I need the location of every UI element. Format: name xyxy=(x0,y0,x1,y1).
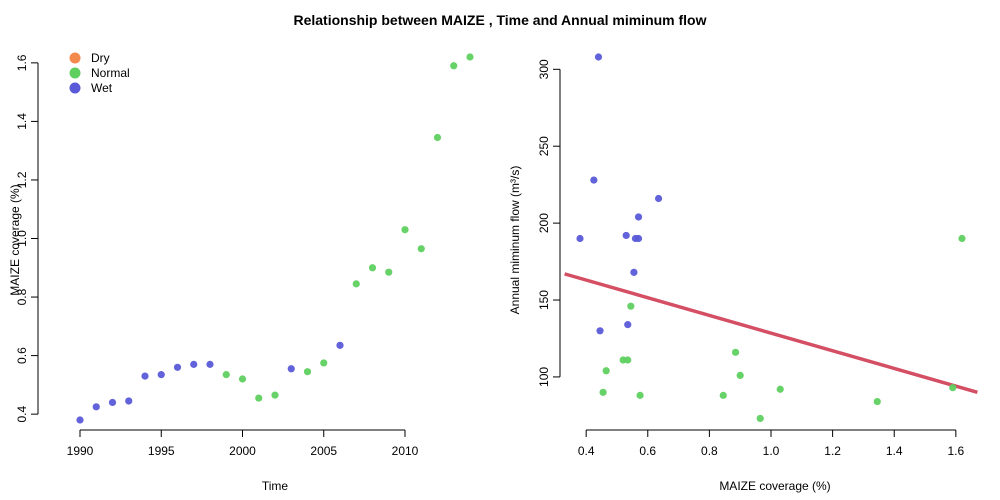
data-point-wet xyxy=(190,360,198,368)
data-point-normal xyxy=(368,264,377,272)
y-tick-label: 0.4 xyxy=(15,405,29,422)
legend-marker-dry xyxy=(69,52,81,64)
data-point-normal xyxy=(271,391,279,399)
data-point-wet xyxy=(654,194,663,203)
x-tick-label: 1995 xyxy=(148,444,175,458)
x-tick-label: 1.6 xyxy=(947,444,964,458)
x-tick-label: 1.0 xyxy=(763,444,780,458)
legend-label: Dry xyxy=(91,51,110,65)
x-tick-label: 0.8 xyxy=(701,444,718,458)
legend-marker-normal xyxy=(69,67,81,79)
y-tick-label: 1.0 xyxy=(15,230,29,247)
data-point-normal xyxy=(238,375,247,383)
data-point-normal xyxy=(303,368,312,376)
data-point-normal xyxy=(222,371,230,379)
data-point-wet xyxy=(590,176,598,184)
data-point-wet xyxy=(634,213,643,221)
data-point-normal xyxy=(255,394,263,402)
y-tick-label: 150 xyxy=(537,290,551,310)
data-point-normal xyxy=(636,391,644,399)
maize-vs-flow-panel: 0.4 0.6 0.8 1.0 1.2 1.4 1.6 100 150 200 250 300 MAIZ… xyxy=(508,53,978,493)
data-point-wet xyxy=(125,397,133,405)
legend-label: Wet xyxy=(91,81,113,95)
data-point-normal xyxy=(433,133,442,142)
x-tick-label: 2000 xyxy=(229,444,256,458)
y-tick-label: 100 xyxy=(537,367,551,387)
data-point-wet xyxy=(634,234,643,243)
data-point-normal xyxy=(320,359,328,367)
data-point-wet xyxy=(287,365,295,373)
legend-label: Normal xyxy=(91,66,130,80)
data-point-normal xyxy=(627,302,635,310)
data-point-wet xyxy=(173,363,182,371)
y-tick-label: 1.6 xyxy=(15,54,29,71)
y-tick-label: 0.8 xyxy=(15,288,29,305)
y-tick-label: 1.4 xyxy=(15,113,29,130)
data-point-normal xyxy=(385,268,393,276)
data-point-normal xyxy=(776,385,784,393)
x-tick-label: 1.2 xyxy=(824,444,841,458)
data-point-normal xyxy=(352,280,360,288)
data-point-normal xyxy=(602,367,610,375)
data-point-wet xyxy=(624,321,632,329)
data-point-wet xyxy=(622,231,630,240)
data-point-wet xyxy=(630,268,638,276)
data-point-wet xyxy=(92,403,100,411)
data-point-wet xyxy=(76,416,84,424)
x-tick-label: 0.4 xyxy=(578,444,595,458)
data-point-wet xyxy=(336,341,344,349)
data-point-wet xyxy=(594,53,603,61)
data-point-normal xyxy=(736,371,744,379)
data-point-normal xyxy=(958,234,966,243)
data-point-normal xyxy=(401,226,409,234)
y-tick-label: 200 xyxy=(537,213,551,233)
data-point-normal xyxy=(450,62,458,70)
data-point-normal xyxy=(417,245,425,253)
y-tick-label: 250 xyxy=(537,136,551,156)
x-axis-label: MAIZE coverage (%) xyxy=(719,479,830,493)
data-point-normal xyxy=(624,356,632,364)
data-point-normal xyxy=(756,414,764,423)
y-tick-label: 1.2 xyxy=(15,171,29,188)
y-axis-label: Annual miminum flow (m³/s) xyxy=(508,166,522,315)
data-point-normal xyxy=(731,348,740,356)
data-point-normal xyxy=(599,388,607,396)
x-tick-label: 0.6 xyxy=(639,444,656,458)
legend-marker-wet xyxy=(69,82,81,94)
trend-line xyxy=(564,272,978,394)
x-tick-label: 1.4 xyxy=(886,444,903,458)
y-axis-label: MAIZE coverage (%) xyxy=(8,184,22,295)
data-point-wet xyxy=(576,234,584,243)
x-axis-label: Time xyxy=(262,479,289,493)
y-tick-label: 300 xyxy=(537,59,551,79)
data-point-normal xyxy=(466,53,474,61)
data-point-normal xyxy=(873,397,881,406)
x-tick-label: 1990 xyxy=(67,444,94,458)
chart-title: Relationship between MAIZE , Time and An… xyxy=(293,12,706,28)
data-point-wet xyxy=(206,360,214,368)
data-point-wet xyxy=(108,398,117,407)
time-vs-maize-panel: 1990 1995 2000 2005 2010 0.4 0.6 0.8 1.0 1.2 1.4 1.… xyxy=(8,53,474,493)
x-tick-label: 2005 xyxy=(310,444,337,458)
y-tick-label: 0.6 xyxy=(15,347,29,364)
data-point-wet xyxy=(141,372,149,380)
data-point-normal xyxy=(949,384,957,392)
data-point-wet xyxy=(596,327,604,335)
x-tick-label: 2010 xyxy=(392,444,419,458)
data-point-normal xyxy=(719,391,727,399)
data-point-wet xyxy=(157,371,165,379)
